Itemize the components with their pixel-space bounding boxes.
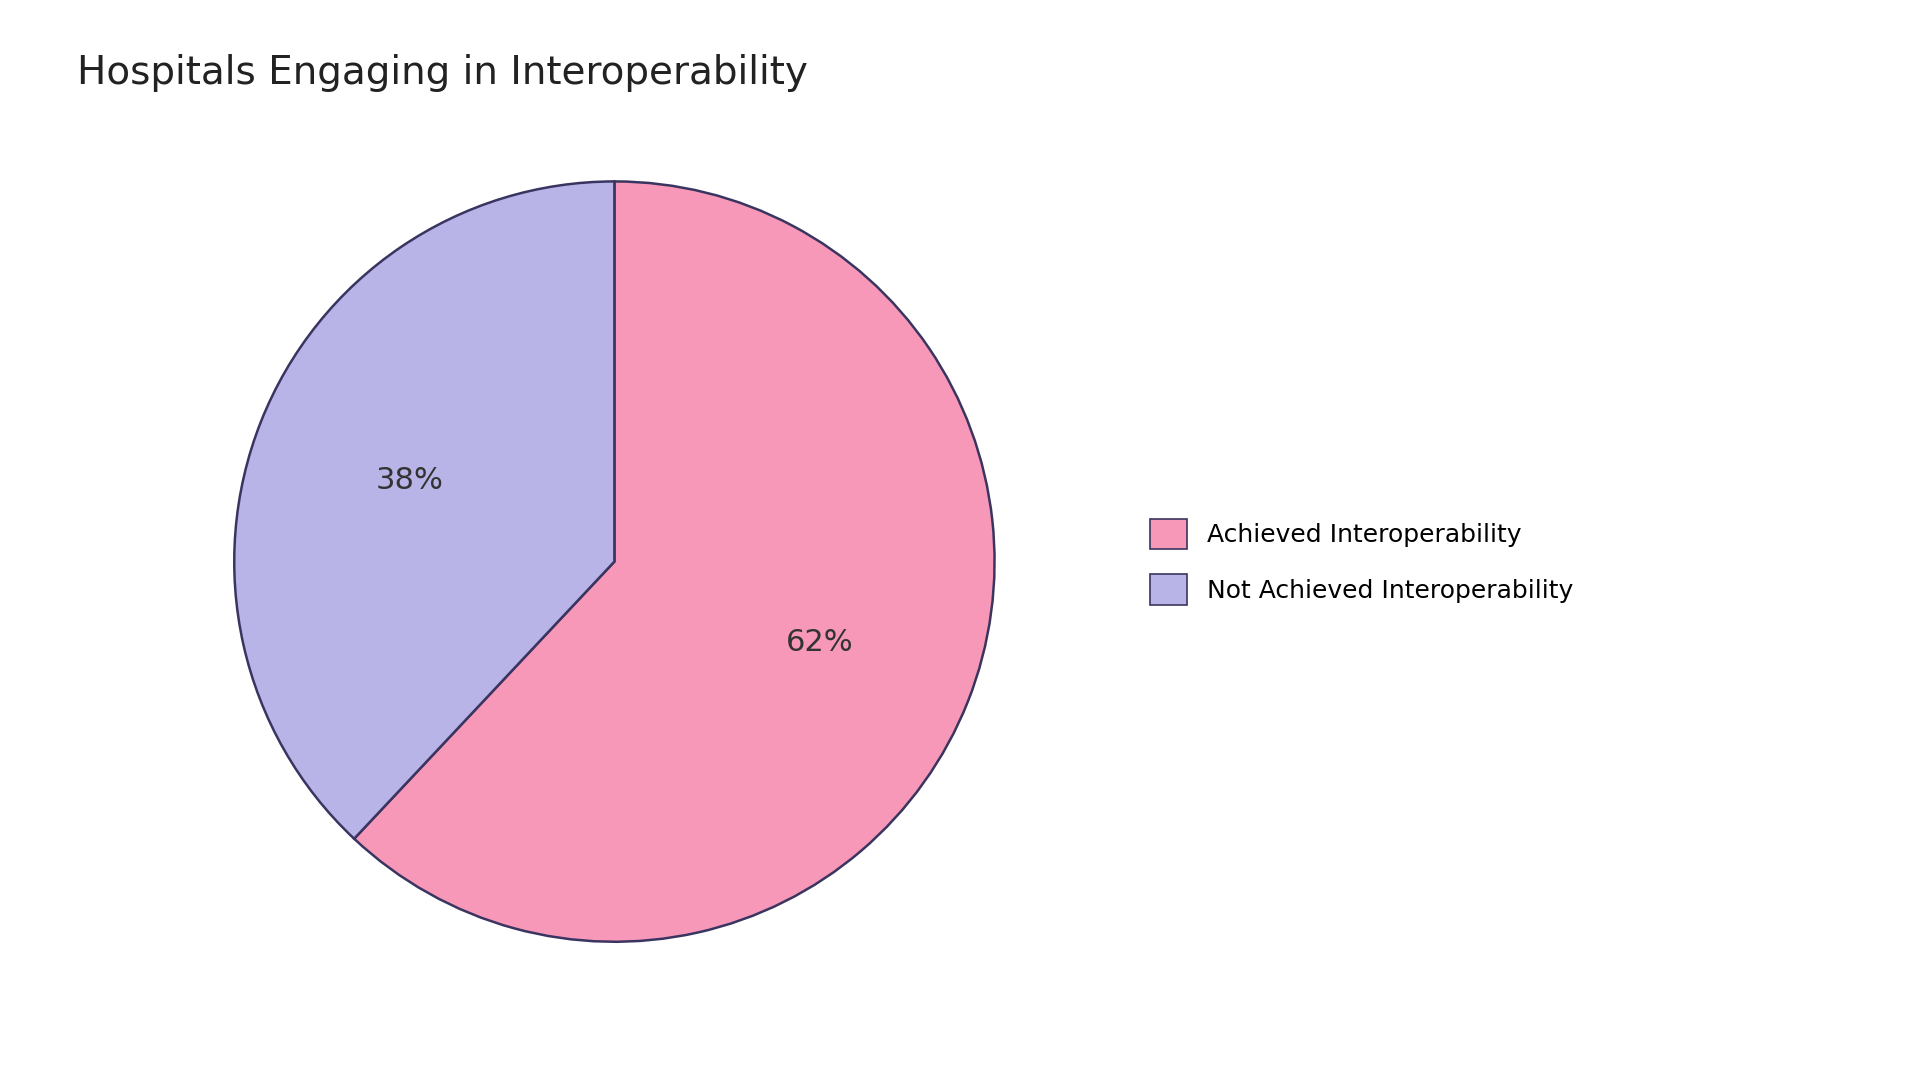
Legend: Achieved Interoperability, Not Achieved Interoperability: Achieved Interoperability, Not Achieved … <box>1150 518 1572 605</box>
Text: 38%: 38% <box>376 465 444 495</box>
Wedge shape <box>353 181 995 942</box>
Text: 62%: 62% <box>785 629 852 658</box>
Text: Hospitals Engaging in Interoperability: Hospitals Engaging in Interoperability <box>77 54 808 92</box>
Wedge shape <box>234 181 614 839</box>
